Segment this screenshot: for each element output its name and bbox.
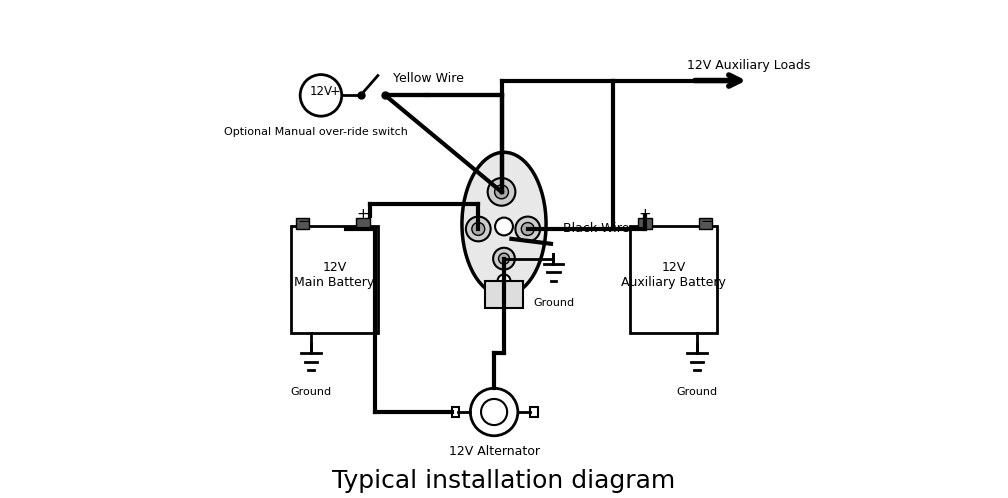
- Bar: [356, 218, 370, 229]
- Circle shape: [488, 178, 515, 206]
- Bar: [452, 407, 459, 417]
- Circle shape: [495, 218, 513, 236]
- Text: Ground: Ground: [533, 298, 574, 308]
- Circle shape: [521, 223, 534, 236]
- Circle shape: [499, 253, 509, 264]
- Circle shape: [515, 217, 540, 242]
- Ellipse shape: [462, 152, 546, 296]
- Text: Yellow Wire: Yellow Wire: [393, 72, 464, 85]
- Bar: [700, 218, 712, 229]
- Circle shape: [471, 388, 518, 436]
- Bar: [638, 218, 652, 229]
- Bar: [296, 218, 308, 229]
- Bar: [485, 281, 523, 308]
- Text: Ground: Ground: [676, 387, 718, 397]
- Circle shape: [481, 399, 507, 425]
- Circle shape: [466, 217, 491, 242]
- Text: +: +: [330, 86, 341, 99]
- Text: −: −: [701, 214, 714, 229]
- Text: 12V Alternator: 12V Alternator: [449, 445, 539, 458]
- FancyBboxPatch shape: [630, 227, 717, 333]
- Text: 12V
Main Battery: 12V Main Battery: [294, 261, 375, 289]
- Text: +: +: [357, 207, 369, 222]
- Text: Black Wire: Black Wire: [563, 223, 630, 236]
- Bar: [530, 407, 537, 417]
- Circle shape: [498, 274, 510, 287]
- Circle shape: [495, 185, 508, 199]
- Circle shape: [472, 223, 485, 236]
- Text: 12V
Auxiliary Battery: 12V Auxiliary Battery: [621, 261, 726, 289]
- Text: Optional Manual over-ride switch: Optional Manual over-ride switch: [224, 127, 408, 137]
- Text: 12V Auxiliary Loads: 12V Auxiliary Loads: [687, 59, 810, 72]
- Text: 12V: 12V: [309, 86, 333, 99]
- Text: Ground: Ground: [290, 387, 332, 397]
- FancyBboxPatch shape: [291, 227, 378, 333]
- Text: Typical installation diagram: Typical installation diagram: [333, 469, 675, 494]
- Circle shape: [493, 248, 515, 269]
- Circle shape: [300, 75, 342, 116]
- Text: −: −: [297, 214, 310, 229]
- Text: +: +: [639, 207, 651, 222]
